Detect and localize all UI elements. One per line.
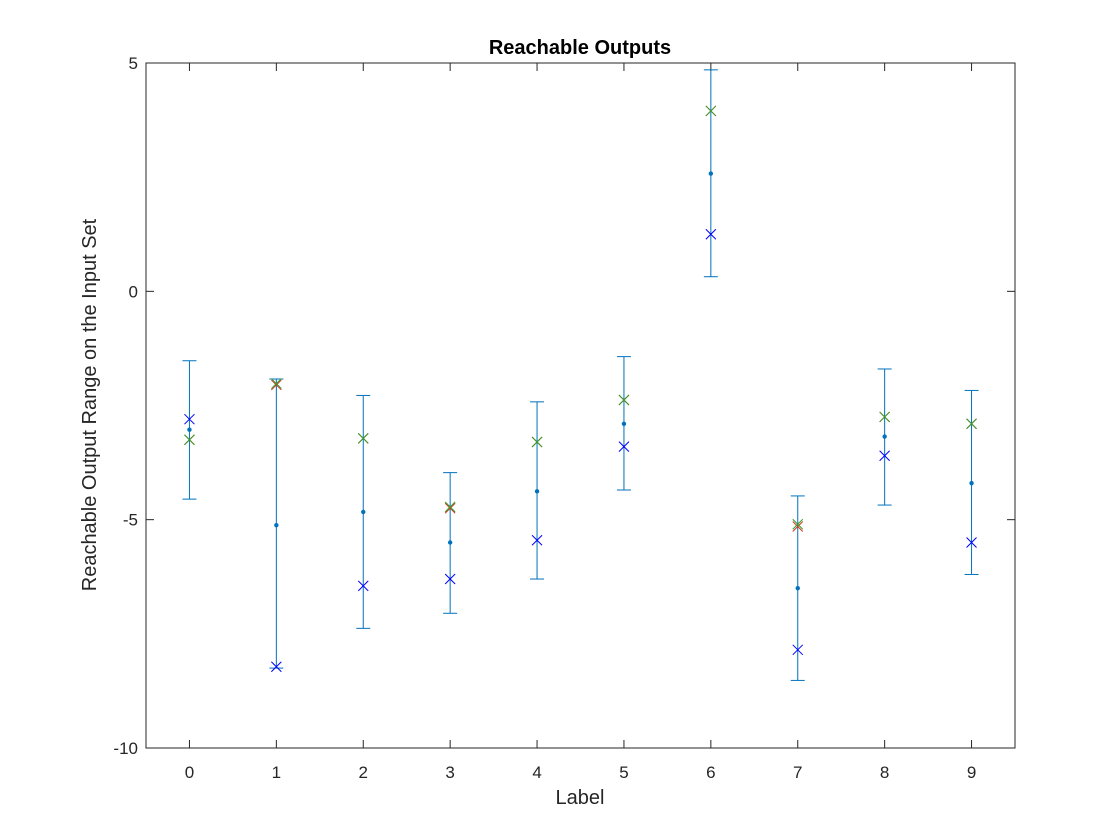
x-marker: [531, 436, 543, 448]
x-axis-label: Label: [556, 787, 605, 809]
x-tick-label: 3: [445, 763, 454, 782]
x-tick-label: 8: [880, 763, 889, 782]
x-marker-stroke: [705, 228, 717, 240]
axis-ticks: 0 1 2 3 4 5 6 7 8 9 5 0 -5 -10: [113, 54, 1015, 782]
x-marker-stroke: [531, 534, 543, 546]
x-marker-stroke: [184, 434, 195, 446]
y-tick-label: 0: [129, 282, 138, 301]
markers: [184, 105, 977, 673]
x-marker-stroke: [357, 433, 369, 444]
x-tick-label: 6: [706, 763, 715, 782]
y-tick-label: -5: [123, 511, 138, 530]
y-tick-label: -10: [113, 739, 138, 758]
x-marker-stroke: [444, 502, 456, 514]
x-marker-stroke: [618, 394, 630, 406]
x-marker-stroke: [966, 418, 977, 430]
x-marker-stroke: [618, 441, 630, 452]
x-tick-label: 7: [793, 763, 802, 782]
x-tick-label: 0: [185, 763, 194, 782]
x-marker: [618, 441, 630, 452]
error-bar: [530, 401, 545, 580]
x-marker-stroke: [357, 580, 369, 592]
x-marker-stroke: [184, 413, 195, 425]
error-bar-center-point: [969, 480, 974, 486]
x-marker: [705, 105, 717, 117]
x-marker: [792, 644, 804, 656]
x-marker: [531, 534, 543, 546]
x-marker: [184, 413, 195, 425]
x-marker: [792, 521, 804, 532]
error-bar-center-point: [882, 434, 887, 439]
x-marker-stroke: [270, 661, 282, 673]
error-bar-center-point: [447, 540, 453, 545]
x-marker-stroke: [879, 450, 891, 462]
error-bar: [964, 389, 979, 575]
error-bar: [616, 356, 631, 491]
error-bar-center-point: [274, 522, 279, 528]
x-marker-stroke: [705, 105, 717, 117]
x-marker-stroke: [792, 644, 804, 656]
x-marker: [184, 434, 195, 446]
chart-title: Reachable Outputs: [489, 37, 671, 59]
x-marker-stroke: [792, 518, 804, 530]
x-marker-stroke: [966, 537, 977, 548]
x-marker: [618, 394, 630, 406]
y-tick-label: 5: [129, 54, 138, 73]
y-axis-label: Reachable Output Range on the Input Set: [79, 218, 101, 591]
x-marker: [444, 573, 456, 585]
x-marker: [705, 228, 717, 240]
x-marker-stroke: [792, 521, 804, 532]
plot-area: [145, 62, 1016, 749]
x-marker: [444, 501, 456, 513]
x-tick-label: 5: [619, 763, 628, 782]
x-tick-label: 2: [359, 763, 368, 782]
x-marker: [357, 433, 369, 444]
x-tick-label: 4: [532, 763, 541, 782]
x-marker-stroke: [270, 379, 282, 391]
error-bar-center-point: [708, 171, 714, 176]
error-bar-center-point: [361, 509, 366, 515]
x-marker: [270, 661, 282, 673]
x-marker: [879, 450, 891, 462]
x-marker-stroke: [879, 411, 891, 423]
x-marker: [270, 378, 282, 389]
x-marker-stroke: [270, 378, 282, 389]
x-marker-stroke: [531, 436, 543, 448]
error-bar-center-point: [187, 427, 192, 432]
error-bar: [443, 472, 458, 614]
x-marker-stroke: [444, 501, 456, 513]
x-marker: [879, 411, 891, 423]
x-marker: [444, 502, 456, 514]
error-bar: [703, 69, 718, 278]
x-tick-label: 9: [967, 763, 976, 782]
x-marker: [357, 580, 369, 592]
x-marker: [792, 518, 804, 530]
error-bar-center-point: [795, 585, 800, 591]
error-bar-center-point: [621, 421, 627, 426]
error-bar-center-point: [534, 489, 540, 494]
x-marker-stroke: [444, 573, 456, 585]
x-marker: [966, 537, 977, 548]
x-marker: [966, 418, 977, 430]
x-tick-label: 1: [272, 763, 281, 782]
error-bar: [182, 360, 197, 500]
error-bar: [877, 368, 892, 506]
x-marker: [270, 379, 282, 391]
error-bar: [356, 394, 371, 629]
